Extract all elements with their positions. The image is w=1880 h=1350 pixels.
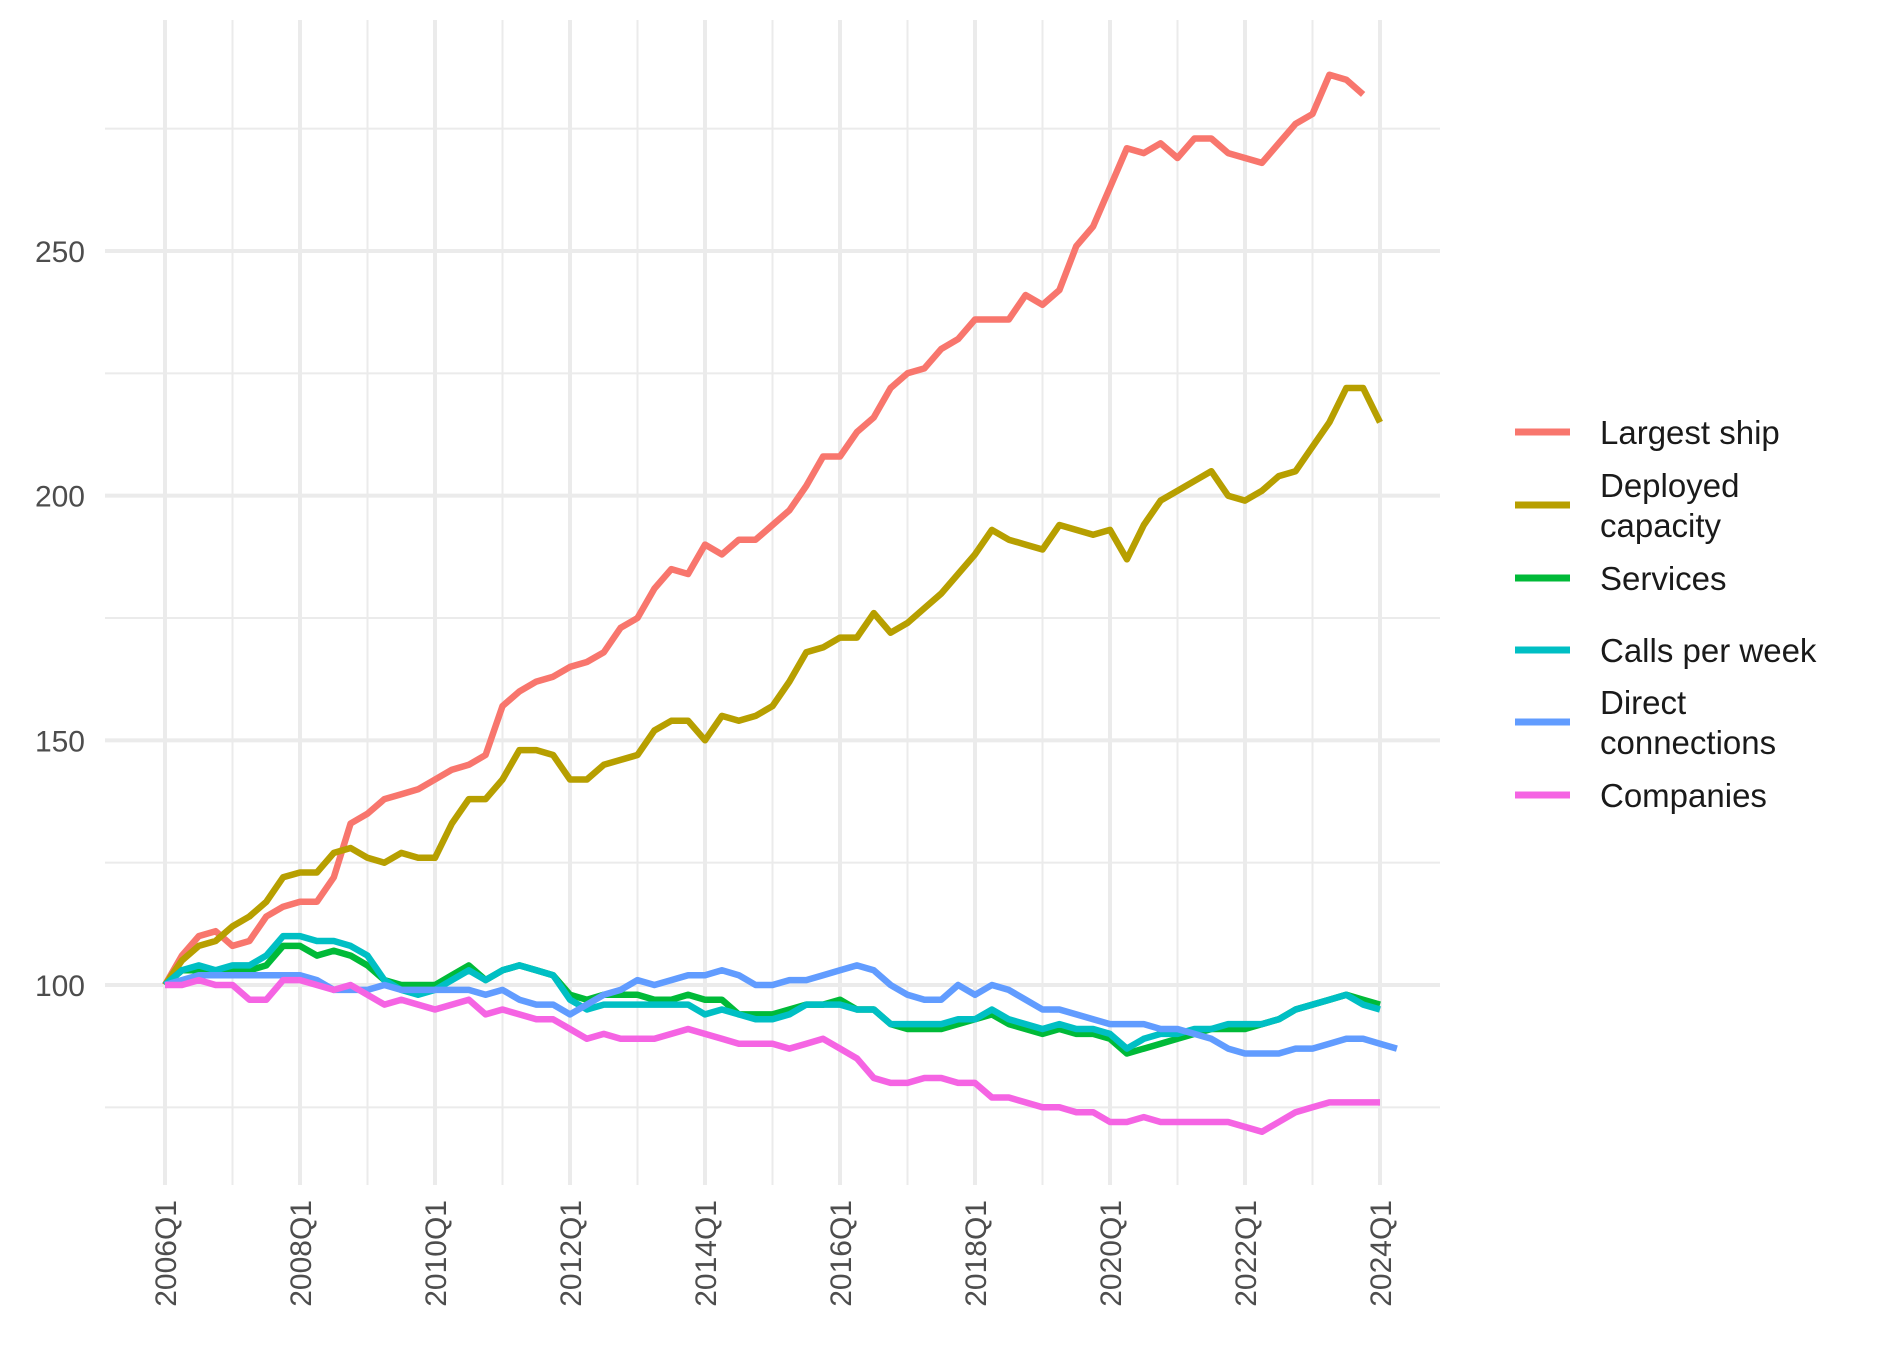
x-tick-label: 2010Q1 xyxy=(420,1200,453,1307)
series-line xyxy=(162,384,1383,987)
y-axis-ticks: 100 150 200 250 xyxy=(35,236,85,1003)
y-tick-label: 150 xyxy=(35,725,85,758)
x-tick-label: 2008Q1 xyxy=(285,1200,318,1307)
x-tick-label: 2020Q1 xyxy=(1095,1200,1128,1307)
x-tick-label: 2024Q1 xyxy=(1365,1200,1398,1307)
x-tick-label: 2012Q1 xyxy=(555,1200,588,1307)
series-lines xyxy=(162,71,1398,1136)
grid-lines xyxy=(105,20,1440,1185)
x-tick-label: 2022Q1 xyxy=(1230,1200,1263,1307)
x-tick-label: 2018Q1 xyxy=(960,1200,993,1307)
legend-label: Largest ship xyxy=(1600,414,1780,451)
series-line xyxy=(164,962,1398,1057)
series-line xyxy=(162,942,1381,1057)
x-tick-label: 2006Q1 xyxy=(150,1200,183,1307)
legend-label: Companies xyxy=(1600,777,1767,814)
legend-label: Deployed capacity xyxy=(1600,467,1739,544)
legend: Largest ship Deployed capacity Services Call… xyxy=(1515,414,1817,814)
x-axis-ticks: 2006Q1 2008Q1 2010Q1 2012Q1 2014Q1 2016Q1 2018… xyxy=(150,1200,1398,1307)
legend-label: Calls per week xyxy=(1600,632,1817,669)
legend-label: Direct connections xyxy=(1600,684,1776,761)
series-line xyxy=(162,71,1366,987)
y-tick-label: 100 xyxy=(35,970,85,1003)
y-tick-label: 200 xyxy=(35,481,85,514)
x-tick-label: 2016Q1 xyxy=(825,1200,858,1307)
y-tick-label: 250 xyxy=(35,236,85,269)
series-line xyxy=(165,976,1380,1136)
series-line xyxy=(162,932,1381,1052)
x-tick-label: 2014Q1 xyxy=(690,1200,723,1307)
legend-label: Services xyxy=(1600,560,1727,597)
